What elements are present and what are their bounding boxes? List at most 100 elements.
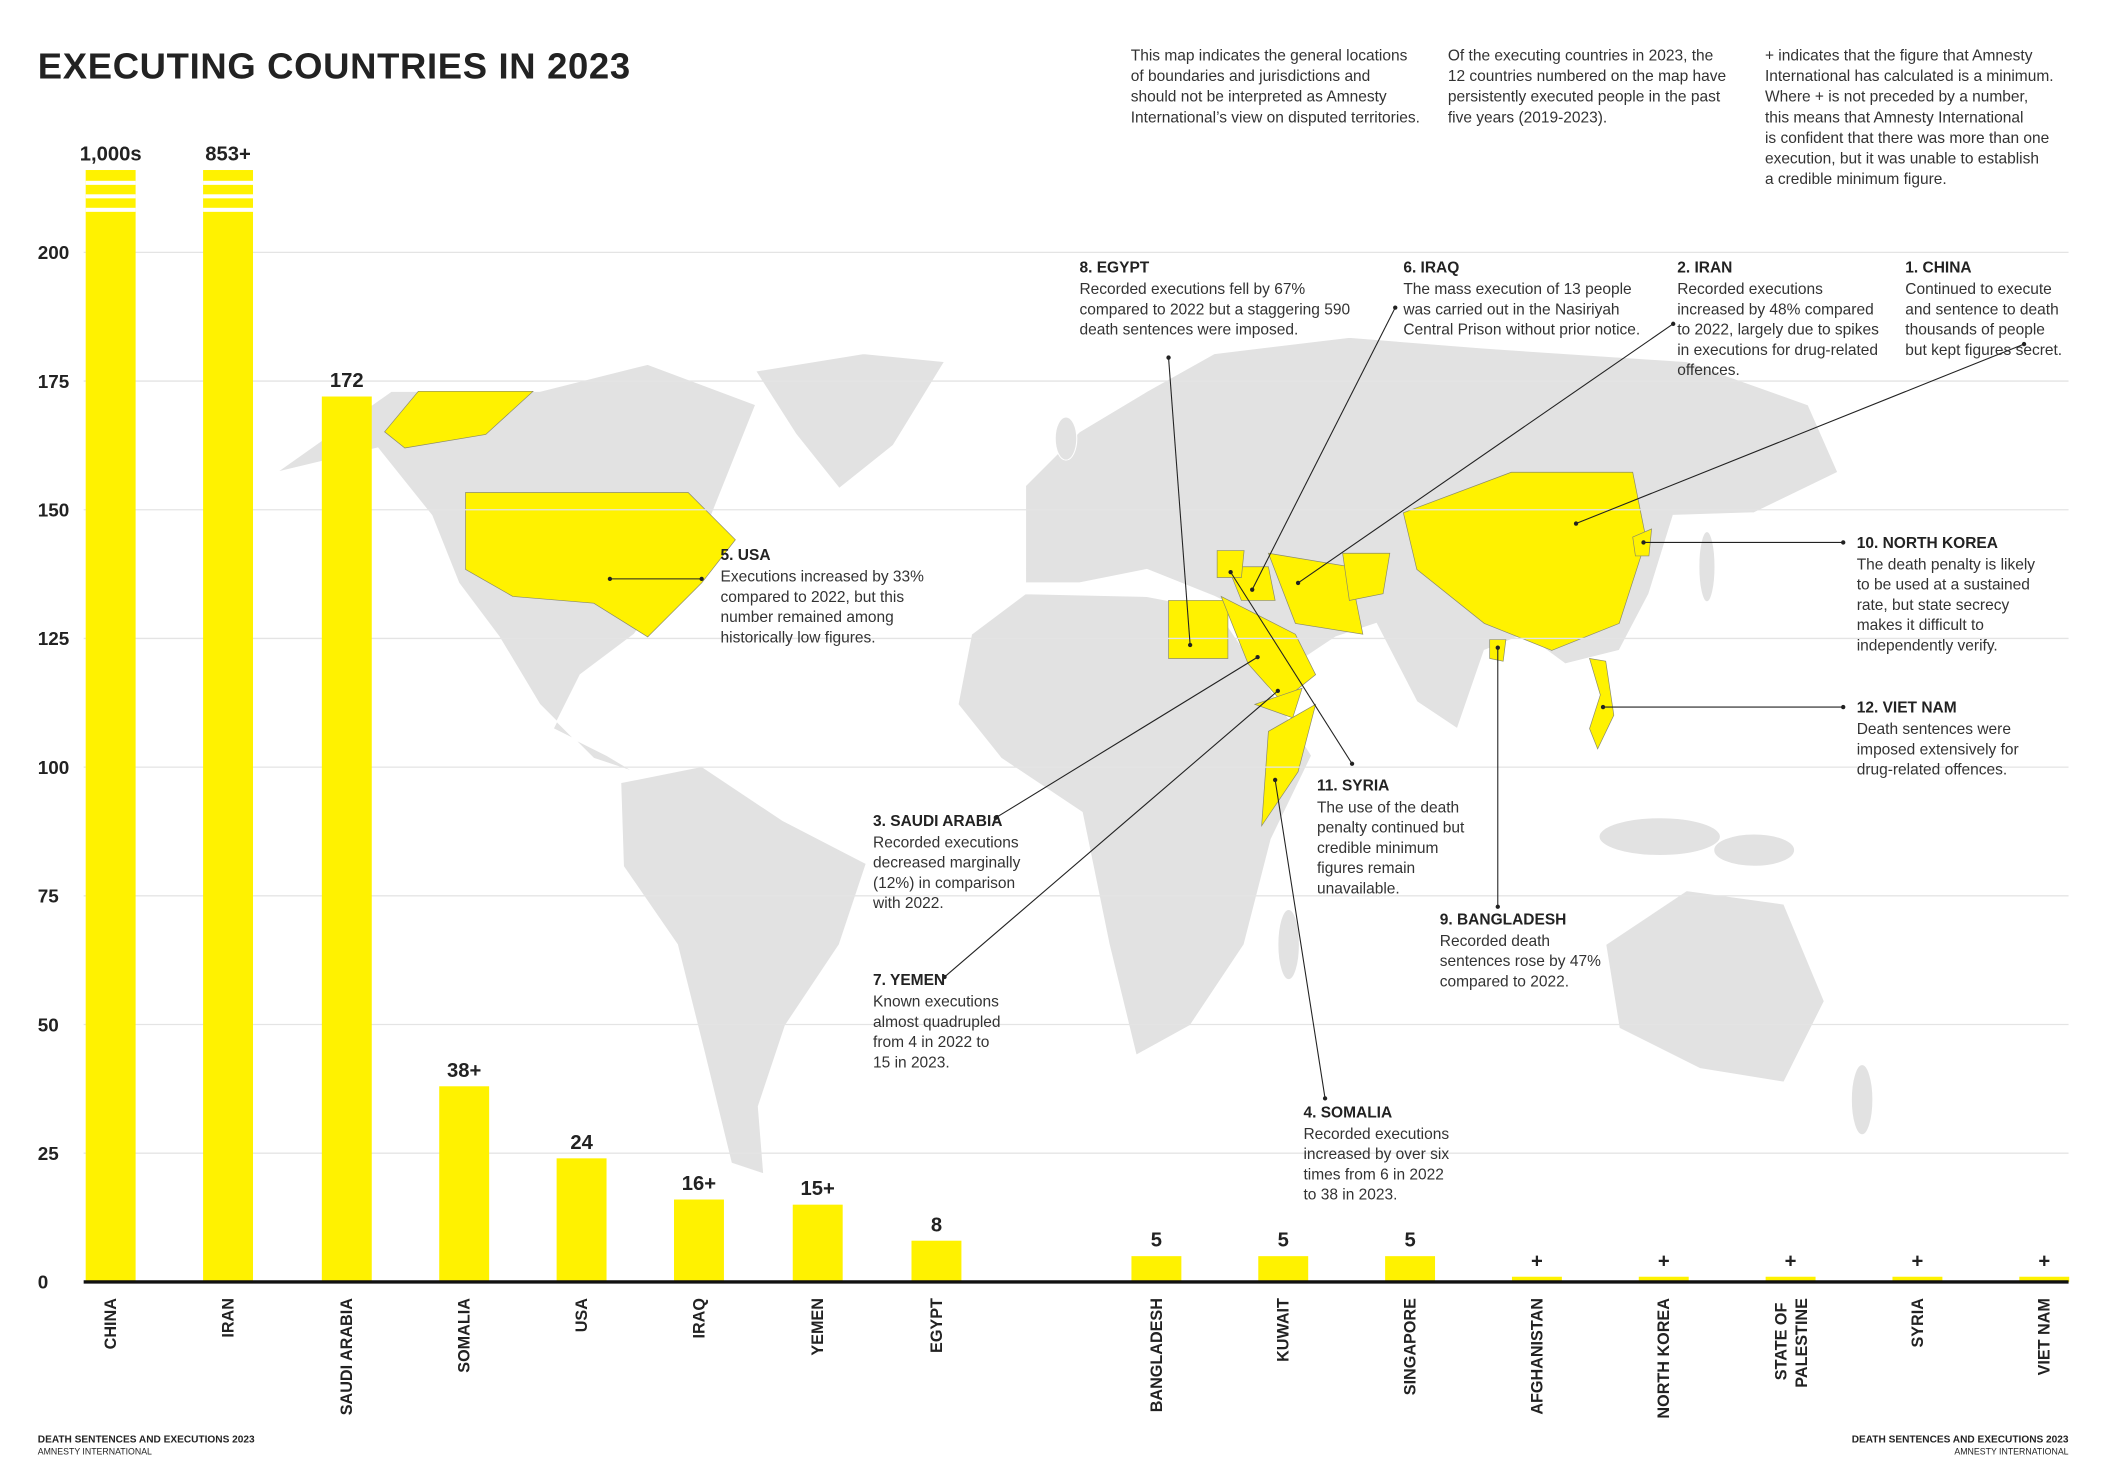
x-tick-label: SYRIA (1909, 1298, 1927, 1348)
annotation-title: 9. BANGLADESH (1440, 911, 1567, 928)
leader-line (1297, 323, 1674, 584)
value-label: 5 (1151, 1230, 1162, 1252)
annotation-text: Recorded executions (1677, 281, 1823, 298)
annotation-text: death sentences were imposed. (1079, 322, 1298, 339)
x-tick-label: SINGAPORE (1401, 1298, 1419, 1395)
leader-dot (1600, 704, 1606, 710)
leader-dot (1495, 904, 1500, 909)
value-label: + (1658, 1250, 1670, 1272)
annotation-title: 7. YEMEN (873, 972, 945, 989)
header-note: 12 countries numbered on the map have (1448, 68, 1726, 85)
header-note: Of the executing countries in 2023, the (1448, 48, 1713, 65)
header-note: This map indicates the general locations (1131, 48, 1408, 65)
leader-line (1230, 571, 1353, 765)
x-tick-label: EGYPT (928, 1298, 946, 1353)
chart-title: EXECUTING COUNTRIES IN 2023 (38, 45, 631, 86)
annotation-text: rate, but state secrecy (1857, 597, 2010, 614)
y-tick-label: 150 (38, 501, 70, 522)
annotation-title: 11. SYRIA (1317, 778, 1389, 795)
leader-dot (1322, 1096, 1328, 1101)
axis-break (85, 207, 136, 212)
annotation-text: but kept figures secret. (1905, 342, 2062, 359)
annotation-text: Recorded executions (1303, 1126, 1449, 1143)
x-tick-label-line: PALESTINE (1793, 1298, 1811, 1388)
leader-dot (942, 974, 947, 980)
leader-dot (1272, 777, 1278, 783)
world-map (276, 336, 1874, 1175)
bar (439, 1086, 490, 1282)
annotation-text: increased by 48% compared (1677, 301, 1873, 318)
annotation-text: Recorded executions fell by 67% (1079, 281, 1305, 298)
axis-break (85, 194, 136, 199)
annotation-text: 15 in 2023. (873, 1054, 950, 1071)
annotation-text: thousands of people (1905, 322, 2045, 339)
annotation-text: drug-related offences. (1857, 762, 2008, 779)
x-tick-label: IRAN (219, 1298, 237, 1338)
annotation-text: imposed extensively for (1857, 741, 2019, 758)
bar (1385, 1256, 1436, 1282)
value-label: 5 (1278, 1230, 1289, 1252)
value-label: + (1912, 1250, 1924, 1272)
header-note: is confident that there was more than on… (1765, 130, 2049, 147)
y-tick-label: 100 (38, 758, 70, 779)
y-tick-label: 125 (38, 629, 70, 650)
x-tick-label: IRAQ (690, 1298, 708, 1338)
leader-dot (1841, 540, 1846, 545)
bar (1765, 1276, 1816, 1282)
leader-dot (1187, 642, 1193, 648)
annotation-text: Recorded death (1440, 933, 1550, 950)
leader-dot (1641, 540, 1646, 545)
footer-text: DEATH SENTENCES AND EXECUTIONS 2023 (1852, 1434, 2069, 1445)
annotation-text: times from 6 in 2022 (1303, 1166, 1443, 1183)
annotation-text: with 2022. (872, 895, 944, 912)
annotation-title: 10. NORTH KOREA (1857, 535, 1998, 552)
x-tick-label: STATE OF PALESTINE (1773, 1298, 1811, 1388)
annotation-text: Known executions (873, 994, 999, 1011)
annotation-text: credible minimum (1317, 840, 1438, 857)
axis-break (203, 194, 254, 199)
y-tick-label: 50 (38, 1015, 59, 1036)
bar (1131, 1256, 1182, 1282)
leader-dot (1573, 521, 1579, 526)
leader-dot (1228, 569, 1233, 575)
leader-dot (2021, 341, 2027, 347)
bar (1511, 1276, 1562, 1282)
leader-dot (1255, 654, 1260, 660)
annotation-text: unavailable. (1317, 880, 1400, 897)
x-tick-label: NORTH KOREA (1655, 1298, 1673, 1419)
header-note: International’s view on disputed territo… (1131, 109, 1420, 126)
annotation-title: 2. IRAN (1677, 260, 1732, 277)
x-tick-label: CHINA (102, 1298, 120, 1350)
footer-text: DEATH SENTENCES AND EXECUTIONS 2023 (38, 1434, 255, 1445)
x-tick-label: AFGHANISTAN (1528, 1298, 1546, 1415)
annotation-text: compared to 2022 but a staggering 590 (1079, 301, 1350, 318)
annotation-text: and sentence to death (1905, 301, 2058, 318)
x-tick-label: SOMALIA (456, 1298, 474, 1373)
bar (321, 396, 372, 1282)
annotation-text: makes it difficult to (1857, 617, 1984, 634)
value-label: 16+ (682, 1173, 716, 1195)
value-label: + (1785, 1250, 1797, 1272)
annotation-title: 4. SOMALIA (1303, 1104, 1392, 1121)
leader-dot (1841, 704, 1846, 710)
leader-dot (1393, 305, 1398, 310)
annotation-text: Death sentences were (1857, 721, 2011, 738)
x-tick-label: YEMEN (809, 1298, 827, 1356)
annotation-text: Recorded executions (873, 834, 1019, 851)
annotation-title: 5. USA (721, 547, 771, 564)
value-label: + (2038, 1250, 2050, 1272)
bar (85, 170, 136, 1282)
bar (792, 1204, 843, 1282)
bar (203, 170, 254, 1282)
value-label: 24 (570, 1132, 593, 1154)
leader-line (1168, 357, 1191, 646)
header-note: five years (2019-2023). (1448, 109, 1607, 126)
bar (1258, 1256, 1309, 1282)
value-label: 853+ (205, 144, 251, 166)
value-label: 38+ (447, 1060, 481, 1082)
bar (1892, 1276, 1943, 1282)
leader-dot (699, 576, 704, 582)
bar (556, 1158, 607, 1282)
x-tick-label: USA (573, 1298, 591, 1332)
